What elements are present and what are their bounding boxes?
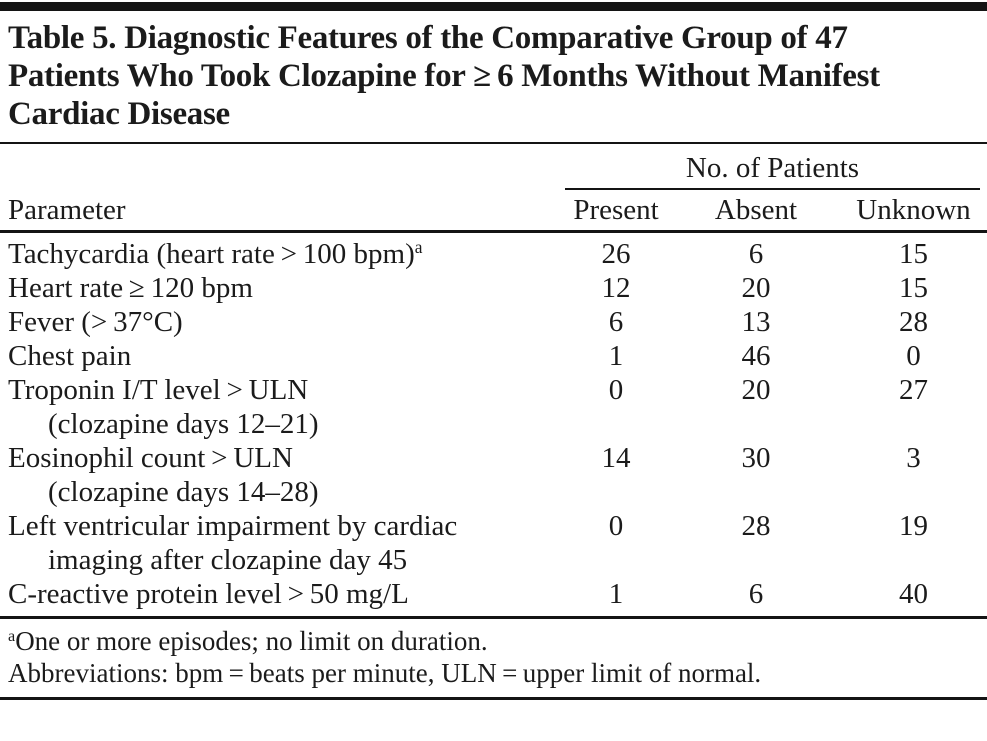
- parameter-cell: Left ventricular impairment by cardiac i…: [0, 509, 560, 577]
- parameter-text: Troponin I/T level > ULN: [8, 374, 309, 406]
- parameter-cell: Eosinophil count > ULN (clozapine days 1…: [0, 441, 560, 509]
- absent-count-cell: 46: [741, 340, 771, 372]
- column-header-parameter: Parameter: [8, 194, 126, 226]
- present-count-cell: 0: [608, 374, 624, 406]
- table-row: Fever (> 37°C) 6 13 28: [0, 305, 987, 339]
- parameter-text-continued: imaging after clozapine day 45: [48, 544, 408, 576]
- parameter-cell: Chest pain: [0, 339, 560, 373]
- parameter-cell: Troponin I/T level > ULN (clozapine days…: [0, 373, 560, 441]
- footnote-text: One or more episodes; no limit on durati…: [15, 626, 488, 656]
- spanner-spacer: [0, 152, 560, 190]
- table-row: Eosinophil count > ULN (clozapine days 1…: [0, 441, 987, 509]
- table-title-line-3: Cardiac Disease: [8, 96, 230, 132]
- parameter-cell: Tachycardia (heart rate > 100 bpm)a: [0, 237, 560, 271]
- unknown-count-cell: 27: [899, 374, 928, 406]
- top-rule: [0, 2, 987, 11]
- table-body: Tachycardia (heart rate > 100 bpm)a 26 6…: [0, 233, 987, 616]
- present-count-cell: 1: [608, 340, 624, 372]
- present-count-cell: 26: [601, 238, 631, 270]
- unknown-count-cell: 40: [899, 578, 928, 610]
- table-row: Left ventricular impairment by cardiac i…: [0, 509, 987, 577]
- footnote-line: Abbreviations: bpm = beats per minute, U…: [8, 657, 979, 689]
- present-count-cell: 6: [608, 306, 624, 338]
- bottom-rule: [0, 697, 987, 700]
- absent-count-cell: 6: [748, 238, 764, 270]
- spanner-header-row: No. of Patients: [0, 144, 987, 190]
- unknown-count-cell: 0: [906, 340, 921, 372]
- spanner-header: No. of Patients: [565, 152, 980, 190]
- footnotes: aOne or more episodes; no limit on durat…: [0, 619, 987, 694]
- parameter-text: Left ventricular impairment by cardiac: [8, 510, 458, 542]
- table-row: C-reactive protein level > 50 mg/L 1 6 4…: [0, 577, 987, 611]
- header-bottom-rule: [0, 230, 987, 233]
- parameter-text: C-reactive protein level > 50 mg/L: [8, 578, 409, 610]
- parameter-text: Fever (> 37°C): [8, 306, 183, 338]
- present-count-cell: 1: [608, 578, 624, 610]
- absent-count-cell: 13: [741, 306, 771, 338]
- table-title: Table 5. Diagnostic Features of the Comp…: [0, 11, 987, 133]
- absent-count-cell: 30: [741, 442, 771, 474]
- unknown-count-cell: 19: [899, 510, 928, 542]
- column-header-absent: Absent: [714, 194, 798, 226]
- present-count-cell: 0: [608, 510, 624, 542]
- absent-count-cell: 28: [741, 510, 771, 542]
- absent-count-cell: 6: [748, 578, 764, 610]
- present-count-cell: 14: [601, 442, 631, 474]
- unknown-count-cell: 28: [899, 306, 928, 338]
- footnote-text: Abbreviations: bpm = beats per minute, U…: [8, 658, 762, 688]
- parameter-cell: Heart rate ≥ 120 bpm: [0, 271, 560, 305]
- title-divider-rule: [0, 142, 987, 144]
- parameter-cell: Fever (> 37°C): [0, 305, 560, 339]
- parameter-text-continued: (clozapine days 12–21): [48, 408, 319, 440]
- footnote-marker: a: [8, 627, 16, 646]
- table-title-line-1: Table 5. Diagnostic Features of the Comp…: [8, 20, 848, 56]
- table-row: Chest pain 1 46 0: [0, 339, 987, 373]
- column-header-present: Present: [573, 194, 659, 226]
- unknown-count-cell: 15: [899, 238, 928, 270]
- parameter-text-continued: (clozapine days 14–28): [48, 476, 319, 508]
- present-count-cell: 12: [601, 272, 631, 304]
- body-bottom-rule: [0, 616, 987, 619]
- parameter-text: Heart rate ≥ 120 bpm: [8, 272, 253, 304]
- table-row: Heart rate ≥ 120 bpm 12 20 15: [0, 271, 987, 305]
- parameter-text: Tachycardia (heart rate > 100 bpm)a: [8, 237, 423, 270]
- absent-count-cell: 20: [741, 374, 771, 406]
- column-header-row: Parameter Present Absent Unknown: [0, 190, 987, 230]
- unknown-count-cell: 15: [899, 272, 928, 304]
- table-row: Tachycardia (heart rate > 100 bpm)a 26 6…: [0, 237, 987, 271]
- parameter-text: Eosinophil count > ULN: [8, 442, 293, 474]
- parameter-cell: C-reactive protein level > 50 mg/L: [0, 577, 560, 611]
- absent-count-cell: 20: [741, 272, 771, 304]
- column-header-unknown: Unknown: [856, 194, 971, 226]
- footnote-line: aOne or more episodes; no limit on durat…: [8, 625, 979, 657]
- table-title-line-2: Patients Who Took Clozapine for ≥ 6 Mont…: [8, 58, 880, 94]
- unknown-count-cell: 3: [906, 442, 921, 474]
- footnote-marker: a: [414, 237, 423, 258]
- table-row: Troponin I/T level > ULN (clozapine days…: [0, 373, 987, 441]
- parameter-text: Chest pain: [8, 340, 132, 372]
